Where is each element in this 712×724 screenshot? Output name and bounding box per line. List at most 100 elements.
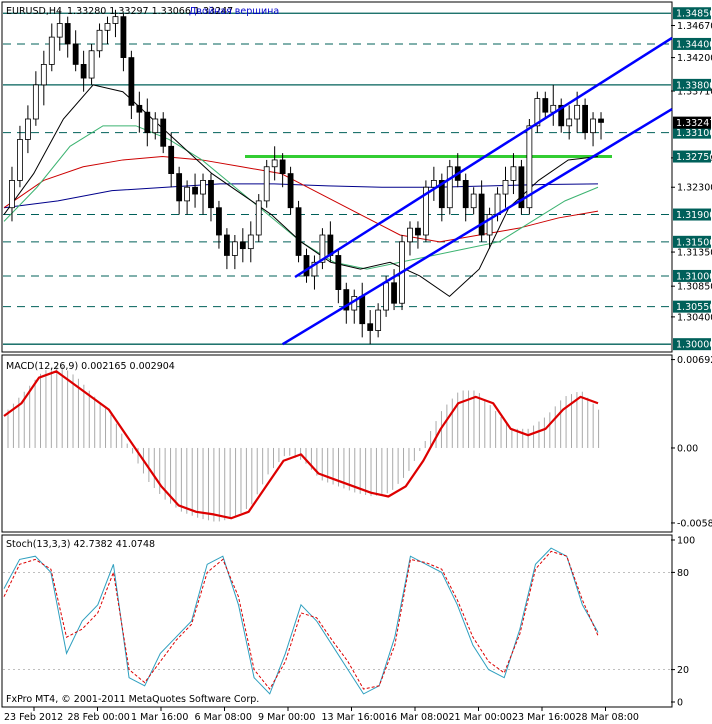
stoch-plot [3, 547, 671, 695]
candle-body [598, 118, 604, 123]
candle-body [239, 241, 246, 250]
candle-body [582, 104, 588, 134]
ma-black-line [3, 84, 599, 298]
candle-body [430, 180, 437, 188]
x-tick-label: 9 Mar 00:00 [258, 712, 315, 723]
stoch-panel [1, 534, 673, 708]
candle-body [208, 180, 214, 209]
macd-panel [1, 354, 673, 533]
level-label-box [673, 37, 711, 50]
candle-body [502, 180, 509, 195]
candle-body [271, 159, 278, 168]
ma-red-line [3, 156, 599, 243]
level-label: 1.30000 [676, 340, 712, 351]
main-plot [3, 9, 673, 346]
candle-body [24, 118, 31, 140]
candle-body [168, 145, 175, 174]
candle-body [303, 255, 310, 277]
chart-ohlc: 1.33280 1.33297 1.33066 1.33247 [67, 6, 233, 17]
candle-body [136, 104, 143, 113]
candle-body [152, 118, 159, 134]
candle-body [478, 193, 485, 236]
candle-body [446, 166, 453, 209]
candle-body [367, 323, 374, 331]
stoch-signal-line [3, 550, 599, 690]
chart-symbol: EURUSD,H4 [6, 6, 62, 17]
candle-body [470, 193, 477, 209]
macd-tick-label: -0.00587 [677, 518, 712, 529]
stoch-tick-label: 80 [677, 568, 689, 579]
candle-body [295, 207, 302, 256]
candle-body [518, 166, 525, 209]
candle-body [526, 125, 533, 209]
level-label-box [673, 269, 711, 282]
candle-body [80, 64, 87, 79]
channel-upper-line [294, 36, 673, 279]
level-label: 1.34400 [676, 39, 712, 50]
candle-body [343, 289, 350, 311]
candle-body [359, 296, 366, 325]
candle-body [574, 104, 581, 120]
candle-body [438, 180, 445, 209]
level-label-box [673, 300, 711, 313]
price-tick-label: 1.34670 [677, 21, 712, 32]
level-label-box [673, 338, 711, 351]
x-tick-label: 28 Mar 08:00 [576, 712, 639, 723]
level-label: 1.31900 [676, 210, 712, 221]
x-tick-label: 1 Mar 16:00 [131, 712, 188, 723]
level-label: 1.32750 [676, 152, 712, 163]
candle-body [383, 282, 390, 311]
candle-body [96, 29, 103, 52]
candle-body [534, 98, 541, 127]
candle-body [88, 50, 95, 79]
candle-body [112, 16, 119, 24]
candle-body [32, 84, 39, 120]
stoch-tick-label: 100 [677, 536, 695, 547]
x-tick-label: 23 Mar 16:00 [512, 712, 575, 723]
candle-body [510, 166, 517, 181]
level-label: 1.33800 [676, 80, 712, 91]
candle-body [216, 207, 222, 236]
candle-body [279, 159, 286, 174]
candle-body [192, 186, 198, 195]
candle-body [56, 23, 63, 38]
candle-body [486, 214, 493, 236]
price-tick-label: 1.34200 [677, 53, 712, 64]
stoch-tick-label: 0 [677, 698, 683, 709]
candle-body [542, 98, 549, 113]
current-price-box [673, 116, 711, 129]
macd-tick-label: 0.00 [677, 443, 698, 454]
price-tick-label: 1.30850 [677, 282, 712, 293]
current-price-label: 1.33247 [676, 118, 712, 129]
candle-body [40, 64, 47, 86]
macd-label: MACD(12,26,9) 0.002165 0.002904 [6, 361, 175, 372]
candle-body [311, 261, 318, 277]
macd-tick-label: 0.00692 [677, 355, 712, 366]
candle-body [247, 234, 254, 250]
candle-body [160, 118, 167, 147]
price-tick-label: 1.31350 [677, 248, 712, 259]
price-tick-label: 1.30400 [677, 312, 712, 323]
ma-blue-line [3, 183, 599, 209]
level-label-box [673, 7, 711, 20]
candle-body [17, 139, 23, 181]
candle-body [184, 186, 191, 202]
candle-body [223, 234, 230, 256]
candle-body [176, 173, 183, 202]
main-panel [1, 1, 673, 353]
candle-body [200, 180, 206, 195]
candle-body [72, 43, 79, 65]
level-label-box [673, 78, 711, 91]
macd-plot [3, 366, 600, 522]
level-label-box [673, 208, 711, 221]
candle-body [120, 16, 127, 58]
candle-body [9, 180, 15, 209]
level-label-box [673, 150, 711, 163]
x-tick-label: 28 Feb 00:00 [68, 712, 130, 723]
level-label: 1.31000 [676, 271, 712, 282]
axes: 1.346701.342001.337101.327301.323001.313… [4, 7, 712, 723]
x-tick-label: 23 Feb 2012 [4, 712, 63, 723]
candle-body [231, 241, 238, 256]
level-label: 1.31500 [676, 237, 712, 248]
